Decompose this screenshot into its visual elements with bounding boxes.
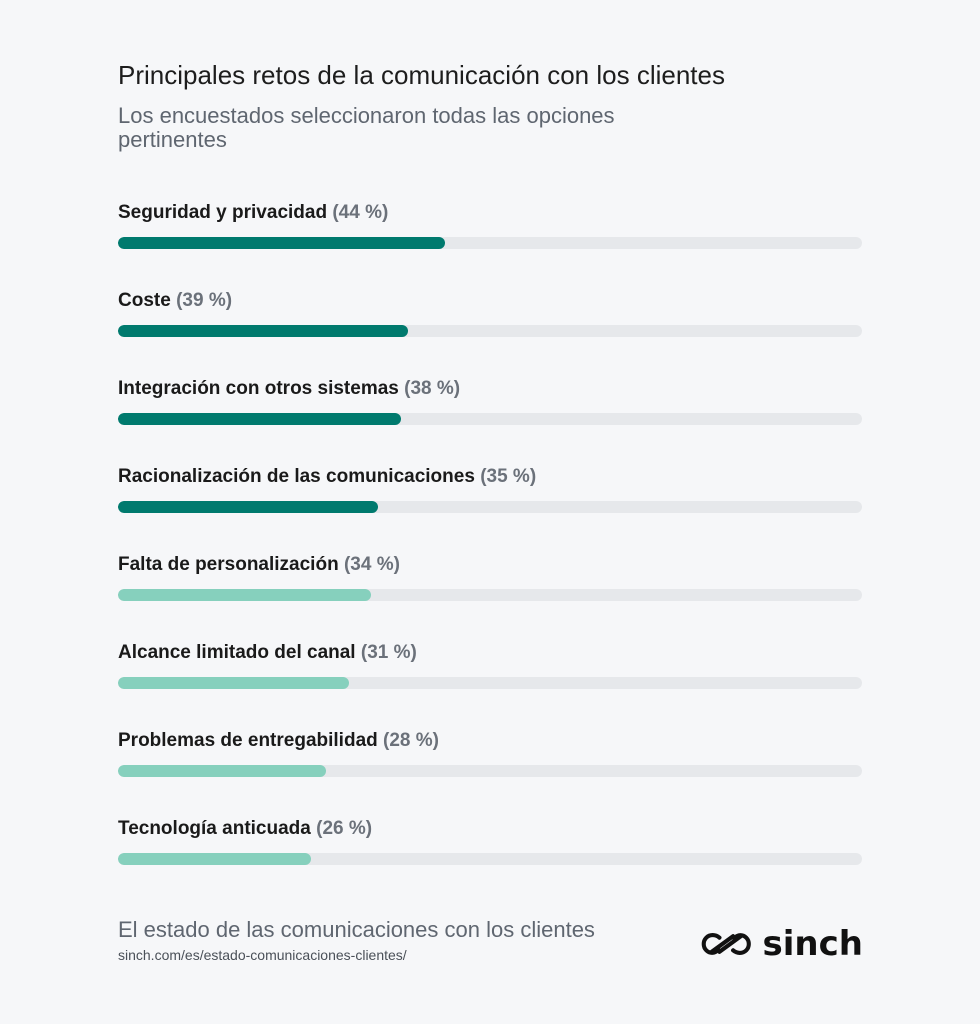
bar-label: Coste (39 %)	[118, 288, 232, 314]
bar-value-label: (35 %)	[480, 466, 537, 487]
bar-category: Tecnología anticuada	[118, 818, 311, 839]
bar-category: Integración con otros sistemas	[118, 378, 399, 399]
bar-track	[118, 589, 862, 601]
bar-fill	[118, 237, 446, 249]
bar-fill	[118, 413, 401, 425]
bar-category: Racionalización de las comunicaciones	[118, 466, 475, 487]
bar-row: Problemas de entregabilidad (28 %)	[118, 726, 862, 814]
bar-track	[118, 677, 862, 689]
bar-label: Tecnología anticuada (26 %)	[118, 816, 372, 842]
bar-row: Falta de personalización (34 %)	[118, 550, 862, 638]
bar-value-label: (26 %)	[316, 818, 373, 839]
bar-label: Problemas de entregabilidad (28 %)	[118, 728, 439, 754]
bar-value-label: (39 %)	[176, 290, 233, 311]
bar-value-label: (34 %)	[343, 554, 400, 575]
bar-fill	[118, 501, 379, 513]
chart-subtitle: Los encuestados seleccionaron todas las …	[118, 103, 615, 152]
source-title: El estado de las comunicaciones con los …	[118, 917, 595, 942]
bar-row: Integración con otros sistemas (38 %)	[118, 374, 862, 462]
bar-category: Problemas de entregabilidad	[118, 730, 378, 751]
bar-label: Seguridad y privacidad (44 %)	[118, 200, 388, 226]
bar-row: Tecnología anticuada (26 %)	[118, 814, 862, 902]
bar-value-label: (44 %)	[332, 202, 389, 223]
chart-title: Principales retos de la comunicación con…	[118, 60, 725, 90]
bar-fill	[118, 765, 327, 777]
bar-fill	[118, 677, 349, 689]
bar-label: Racionalización de las comunicaciones (3…	[118, 464, 536, 490]
bar-row: Seguridad y privacidad (44 %)	[118, 198, 862, 286]
bar-chart: Seguridad y privacidad (44 %) Coste (39 %…	[118, 198, 862, 902]
bar-value-label: (38 %)	[404, 378, 461, 399]
bar-track	[118, 853, 862, 865]
bar-fill	[118, 853, 312, 865]
sinch-logo-wordmark: sinch	[762, 924, 863, 964]
sinch-logo-mark-icon	[701, 933, 751, 955]
bar-category: Alcance limitado del canal	[118, 642, 356, 663]
bar-category: Falta de personalización	[118, 554, 339, 575]
bar-track	[118, 237, 862, 249]
bar-label: Alcance limitado del canal (31 %)	[118, 640, 417, 666]
sinch-logo: sinch	[698, 924, 863, 964]
bar-row: Coste (39 %)	[118, 286, 862, 374]
bar-track	[118, 325, 862, 337]
bar-track	[118, 413, 862, 425]
bar-category: Seguridad y privacidad	[118, 202, 328, 223]
bar-row: Alcance limitado del canal (31 %)	[118, 638, 862, 726]
bar-label: Integración con otros sistemas (38 %)	[118, 376, 460, 402]
bar-category: Coste	[118, 290, 171, 311]
source-url: sinch.com/es/estado-comunicaciones-clien…	[118, 947, 407, 963]
bar-row: Racionalización de las comunicaciones (3…	[118, 462, 862, 550]
bar-value-label: (31 %)	[360, 642, 417, 663]
bar-label: Falta de personalización (34 %)	[118, 552, 400, 578]
bar-track	[118, 765, 862, 777]
bar-fill	[118, 325, 409, 337]
bar-value-label: (28 %)	[383, 730, 439, 751]
bar-track	[118, 501, 862, 513]
bar-fill	[118, 589, 371, 601]
